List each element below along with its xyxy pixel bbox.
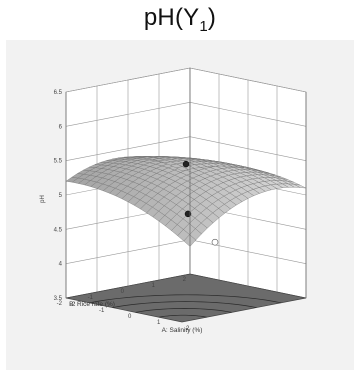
surface-chart: 3.5 4 4.5 5 5.5 6 6.5 pH -2 -1 0 1 2 -2 -1 0 1 2 B: Rice r… xyxy=(40,67,307,334)
z-tick-label: 6.5 xyxy=(54,90,63,96)
z-axis-label: pH xyxy=(40,195,46,203)
z-tick-label: 5 xyxy=(59,193,63,199)
a-tick-label: -1 xyxy=(99,308,105,314)
surface-cell xyxy=(175,166,189,172)
b-tick-label: 0 xyxy=(121,289,125,295)
b-tick-label: -1 xyxy=(88,295,94,301)
a-axis-title: A: Salinity (%) xyxy=(162,327,203,334)
box-frame xyxy=(65,68,307,298)
z-tick-label: 6 xyxy=(59,124,63,130)
floor-plane xyxy=(65,273,307,323)
a-tick-label: 1 xyxy=(157,320,161,326)
b-axis-title: B: Rice rate (%) xyxy=(69,301,115,308)
a-tick-label: -2 xyxy=(70,302,76,308)
z-tick-label: 4.5 xyxy=(54,227,63,233)
chart-title: pH(Y1) xyxy=(143,4,217,35)
a-tick-label: 0 xyxy=(128,314,132,320)
response-surface xyxy=(65,156,307,247)
b-tick-label: -2 xyxy=(57,301,63,307)
z-tick-label: 4 xyxy=(59,262,63,268)
axis-labels: 3.5 4 4.5 5 5.5 6 6.5 pH -2 -1 0 1 2 -2 -1 0 1 2 B: Rice r… xyxy=(40,90,202,334)
floor-quad xyxy=(65,273,307,323)
z-tick-label: 3.5 xyxy=(54,296,63,302)
plot-panel: 3.5 4 4.5 5 5.5 6 6.5 pH -2 -1 0 1 2 -2 -1 0 1 2 B: Rice r… xyxy=(6,40,354,370)
design-point-above xyxy=(184,210,192,218)
z-tick-label: 5.5 xyxy=(54,159,63,165)
floor-contour xyxy=(89,294,282,304)
floor-contour xyxy=(135,308,232,313)
b-tick-label: 1 xyxy=(152,283,156,289)
floor-contour xyxy=(112,301,257,308)
design-points xyxy=(182,160,219,246)
a-tick-label: 2 xyxy=(186,326,190,332)
design-point-below xyxy=(211,238,219,246)
design-point-above xyxy=(182,160,190,168)
b-tick-label: 2 xyxy=(183,277,187,283)
floor-contour xyxy=(158,314,207,318)
